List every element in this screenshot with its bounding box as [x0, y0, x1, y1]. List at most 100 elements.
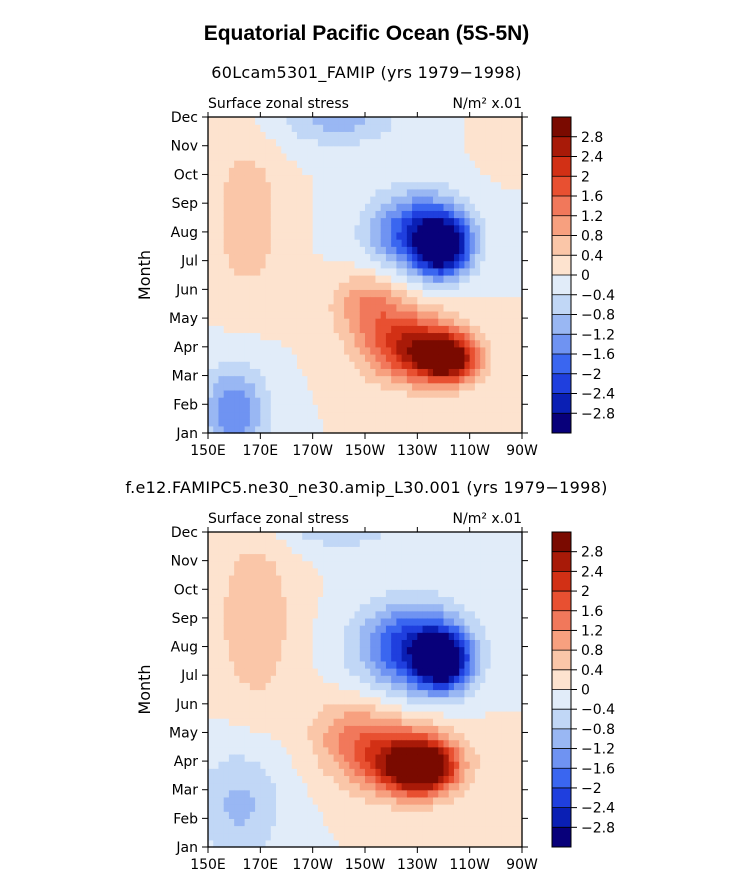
heatmap-cell	[401, 646, 408, 655]
heatmap-cell	[323, 203, 329, 211]
heatmap-cell	[265, 639, 272, 648]
heatmap-cell	[385, 124, 392, 132]
heatmap-cell	[385, 753, 392, 762]
heatmap-cell	[401, 753, 408, 762]
heatmap-cell	[495, 346, 502, 355]
heatmap-cell	[433, 567, 439, 576]
heatmap-cell	[312, 404, 319, 413]
heatmap-cell	[312, 275, 319, 283]
heatmap-cell	[380, 203, 387, 211]
heatmap-cell	[344, 260, 350, 269]
heatmap-cell	[255, 167, 261, 176]
heatmap-cell	[344, 789, 350, 798]
heatmap-cell	[453, 188, 460, 197]
heatmap-cell	[218, 296, 225, 305]
heatmap-cell	[286, 582, 293, 590]
heatmap-cell	[328, 389, 335, 398]
heatmap-cell	[265, 532, 272, 540]
heatmap-cell	[385, 260, 392, 269]
heatmap-cell	[354, 117, 361, 125]
heatmap-cell	[401, 188, 408, 197]
heatmap-cell	[511, 117, 518, 125]
heatmap-cell	[260, 246, 267, 255]
heatmap-cell	[495, 174, 502, 183]
heatmap-cell	[255, 582, 261, 590]
heatmap-cell	[385, 761, 392, 769]
heatmap-cell	[260, 761, 267, 769]
heatmap-cell	[459, 167, 466, 176]
heatmap-cell	[375, 246, 382, 255]
heatmap-cell	[380, 138, 387, 147]
heatmap-cell	[438, 224, 445, 233]
heatmap-cell	[281, 246, 288, 255]
heatmap-cell	[249, 725, 256, 734]
heatmap-cell	[312, 131, 319, 140]
heatmap-cell	[344, 404, 350, 413]
heatmap-cell	[427, 282, 434, 290]
heatmap-cell	[433, 775, 439, 784]
heatmap-cell	[286, 303, 293, 312]
heatmap-cell	[448, 196, 455, 204]
heatmap-cell	[286, 560, 293, 569]
heatmap-cell	[422, 131, 429, 140]
heatmap-cell	[391, 782, 397, 791]
heatmap-cell	[453, 160, 460, 168]
heatmap-cell	[307, 546, 314, 555]
heatmap-cell	[317, 646, 324, 655]
heatmap-cell	[417, 732, 424, 741]
heatmap-cell	[495, 145, 502, 154]
heatmap-cell	[453, 689, 460, 698]
heatmap-cell	[459, 389, 466, 398]
heatmap-cell	[317, 239, 324, 247]
heatmap-cell	[396, 289, 403, 298]
heatmap-cell	[218, 682, 225, 691]
heatmap-cell	[249, 811, 256, 819]
heatmap-cell	[296, 768, 303, 777]
heatmap-cell	[286, 167, 293, 176]
heatmap-cell	[328, 354, 335, 362]
heatmap-cell	[359, 260, 366, 269]
heatmap-cell	[208, 382, 214, 391]
heatmap-cell	[417, 174, 424, 183]
heatmap-cell	[302, 625, 309, 633]
heatmap-cell	[469, 804, 476, 812]
panel-1-plot: 150E 170E 170W 150W 130W 110W 90WJanFebMarAprM…	[135, 96, 538, 459]
heatmap-cell	[401, 532, 408, 540]
x-tick-label: 150W	[345, 443, 386, 459]
colorbar-1: 2.82.421.61.20.80.40−0.4−0.8−1.2−1.6−2−2…	[551, 116, 615, 434]
heatmap-cell	[365, 117, 371, 125]
heatmap-cell	[239, 610, 246, 619]
heatmap-cell	[312, 646, 319, 655]
heatmap-cell	[516, 404, 523, 413]
heatmap-cell	[396, 746, 403, 755]
heatmap-cell	[474, 188, 481, 197]
heatmap-cell	[281, 375, 288, 384]
heatmap-cell	[317, 703, 324, 712]
heatmap-cell	[338, 567, 345, 576]
heatmap-cell	[380, 117, 387, 125]
heatmap-cell	[480, 124, 486, 132]
heatmap-cell	[223, 660, 230, 669]
heatmap-cell	[228, 710, 235, 719]
heatmap-cell	[265, 145, 272, 154]
heatmap-cell	[234, 217, 240, 226]
heatmap-cell	[417, 196, 424, 204]
heatmap-cell	[323, 404, 329, 413]
heatmap-cell	[354, 325, 361, 334]
heatmap-cell	[349, 239, 356, 247]
heatmap-cell	[317, 181, 324, 190]
heatmap-cell	[359, 610, 366, 619]
heatmap-cell	[323, 138, 329, 147]
heatmap-cell	[239, 782, 246, 791]
heatmap-cell	[213, 246, 220, 255]
heatmap-cell	[448, 839, 455, 848]
heatmap-cell	[223, 553, 230, 562]
heatmap-cell	[338, 425, 345, 434]
heatmap-cell	[323, 617, 329, 626]
heatmap-cell	[291, 546, 298, 555]
heatmap-cell	[516, 318, 523, 326]
heatmap-cell	[234, 145, 240, 154]
heatmap-cell	[223, 167, 230, 176]
heatmap-cell	[333, 610, 340, 619]
heatmap-cell	[265, 332, 272, 341]
